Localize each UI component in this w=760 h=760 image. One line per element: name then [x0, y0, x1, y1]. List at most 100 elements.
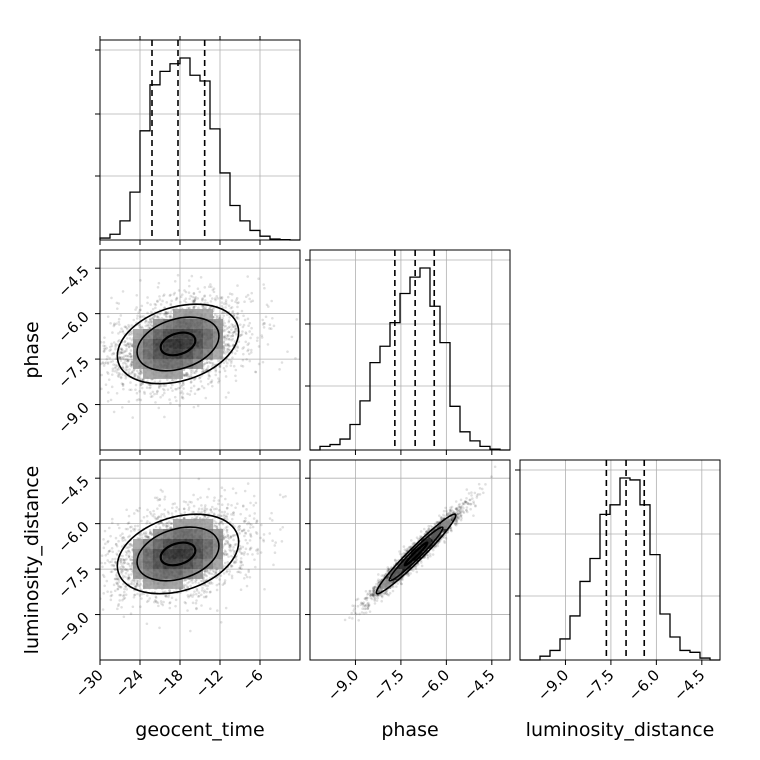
scatter-point: [252, 517, 256, 520]
scatter-point: [260, 334, 264, 337]
scatter-point: [256, 552, 260, 555]
scatter-point: [161, 387, 165, 391]
scatter-point: [241, 330, 244, 333]
scatter-point: [196, 297, 200, 300]
scatter-point: [188, 375, 192, 379]
scatter-point: [153, 380, 157, 384]
scatter-point: [214, 369, 218, 373]
scatter-point: [236, 346, 239, 350]
scatter-point: [120, 382, 124, 385]
scatter-point: [241, 325, 245, 329]
density-cell: [143, 348, 153, 359]
scatter-point: [189, 593, 193, 597]
scatter-point: [184, 290, 188, 294]
scatter-point: [233, 543, 237, 547]
scatter-point: [199, 380, 203, 383]
scatter-point: [222, 361, 226, 365]
scatter-point: [189, 380, 193, 384]
scatter-point: [115, 371, 119, 374]
scatter-point: [209, 381, 212, 384]
scatter-point: [185, 371, 189, 375]
scatter-point: [226, 542, 229, 545]
scatter-point: [239, 588, 243, 592]
scatter-point: [129, 543, 132, 546]
scatter-point: [130, 361, 133, 364]
scatter-point: [220, 295, 224, 299]
scatter-point: [245, 522, 249, 526]
scatter-point: [126, 327, 129, 331]
scatter-point: [156, 315, 160, 319]
scatter-point: [119, 314, 123, 317]
scatter-point: [207, 361, 211, 364]
scatter-point: [235, 298, 238, 302]
scatter-point: [210, 361, 213, 365]
scatter-point: [127, 576, 131, 579]
scatter-point: [124, 325, 127, 329]
scatter-point: [244, 340, 248, 344]
scatter-point: [165, 524, 169, 528]
scatter-point: [248, 359, 252, 363]
scatter-point: [133, 524, 137, 528]
scatter-point: [131, 578, 135, 582]
scatter-point: [210, 582, 214, 585]
scatter-point: [137, 371, 140, 375]
scatter-point: [214, 298, 217, 302]
contour-level-2: [136, 316, 220, 372]
scatter-point: [210, 365, 214, 368]
scatter-point: [198, 290, 202, 294]
scatter-point: [130, 363, 134, 367]
scatter-point: [203, 362, 206, 366]
scatter-point: [234, 506, 237, 510]
scatter-point: [163, 312, 167, 316]
scatter-point: [116, 307, 119, 310]
scatter-point: [139, 605, 142, 608]
scatter-point: [207, 377, 210, 380]
scatter-point: [106, 355, 109, 358]
scatter-point: [119, 359, 123, 362]
scatter-point: [121, 290, 125, 293]
scatter-point: [132, 583, 136, 586]
scatter-point: [109, 398, 113, 402]
scatter-point: [219, 574, 223, 577]
scatter-point: [151, 395, 154, 398]
histogram-step-phase: [310, 267, 510, 451]
scatter-point: [195, 587, 199, 591]
scatter-point: [110, 296, 113, 300]
scatter-point: [242, 346, 246, 349]
scatter-point: [213, 313, 217, 317]
scatter-point: [273, 551, 277, 555]
scatter-point: [139, 369, 143, 372]
scatter-point: [211, 384, 214, 388]
scatter-point: [119, 562, 123, 565]
scatter-point: [104, 383, 108, 387]
scatter-point: [124, 575, 127, 579]
scatter-point: [179, 295, 183, 299]
density-cell: [193, 328, 203, 339]
density-cell: [143, 368, 153, 379]
scatter-point: [279, 528, 282, 531]
scatter-point: [163, 415, 166, 419]
scatter-point: [100, 561, 103, 565]
scatter-point: [133, 529, 136, 532]
scatter-point: [170, 596, 174, 600]
scatter-point: [125, 337, 129, 340]
scatter-point: [223, 321, 226, 325]
scatter-point: [211, 306, 215, 310]
scatter-point: [257, 345, 261, 348]
scatter-point: [114, 577, 117, 581]
scatter-point: [154, 306, 157, 310]
scatter-point: [255, 519, 259, 522]
scatter-point: [116, 577, 120, 581]
scatter-point: [127, 577, 130, 580]
scatter-point: [209, 580, 213, 584]
scatter-point: [227, 555, 230, 558]
scatter-point: [187, 506, 191, 509]
scatter-point: [229, 546, 232, 549]
scatter-point: [184, 373, 188, 377]
scatter-point: [86, 562, 89, 565]
y-tick-label: −9.0: [54, 399, 92, 437]
scatter-point: [118, 339, 121, 342]
joint-content: [100, 273, 299, 419]
scatter-point: [224, 299, 228, 302]
scatter-point: [112, 324, 116, 328]
